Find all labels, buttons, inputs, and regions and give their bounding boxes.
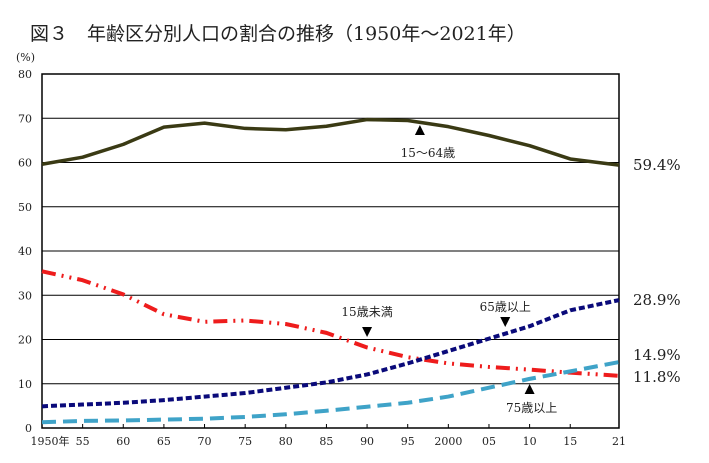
x-tick-label: 05 — [482, 435, 496, 448]
series-label: 15～64歳 — [401, 146, 456, 160]
arrow-marker — [500, 317, 511, 327]
series-line-2 — [41, 298, 620, 409]
x-tick-label: 10 — [523, 435, 537, 448]
x-tick-label: 21 — [612, 435, 626, 448]
series-line-3 — [41, 360, 620, 425]
x-tick-label: 65 — [157, 435, 171, 448]
end-value-label: 59.4% — [633, 156, 681, 174]
arrow-marker — [362, 327, 373, 337]
x-tick-label: 2000 — [434, 435, 462, 448]
x-tick-label: 60 — [116, 435, 130, 448]
series-label: 15歳未満 — [341, 305, 392, 319]
y-tick-label: 10 — [18, 378, 32, 391]
y-tick-label: 80 — [18, 68, 32, 81]
series-label: 75歳以上 — [506, 401, 557, 415]
end-value-label: 28.9% — [633, 291, 681, 309]
arrow-marker — [524, 384, 535, 394]
end-value-label: 11.8% — [633, 368, 681, 386]
x-tick-label: 85 — [319, 435, 333, 448]
end-value-label: 14.9% — [633, 346, 681, 364]
y-tick-label: 20 — [18, 334, 32, 347]
x-tick-label: 70 — [198, 435, 212, 448]
plot-frame — [41, 73, 620, 429]
series-line-1 — [41, 269, 620, 378]
chart-title: 図３ 年齢区分別人口の割合の推移（1950年～2021年） — [30, 23, 526, 45]
x-tick-label: 55 — [76, 435, 90, 448]
y-tick-label: 60 — [18, 157, 32, 170]
series-label: 65歳以上 — [480, 300, 531, 314]
x-tick-label: 1950年 — [31, 434, 70, 448]
series-line-0 — [41, 117, 620, 167]
y-tick-label: 70 — [18, 112, 32, 125]
y-tick-label: 0 — [25, 422, 32, 435]
x-tick-label: 80 — [279, 435, 293, 448]
y-tick-label: 30 — [18, 289, 32, 302]
x-tick-label: 15 — [563, 435, 577, 448]
arrow-marker — [414, 125, 425, 135]
y-tick-label: 40 — [18, 245, 32, 258]
x-tick-label: 90 — [360, 435, 374, 448]
x-tick-label: 95 — [401, 435, 415, 448]
x-tick-label: 75 — [238, 435, 252, 448]
y-tick-label: 50 — [18, 201, 32, 214]
y-axis-label: (%) — [16, 51, 35, 64]
